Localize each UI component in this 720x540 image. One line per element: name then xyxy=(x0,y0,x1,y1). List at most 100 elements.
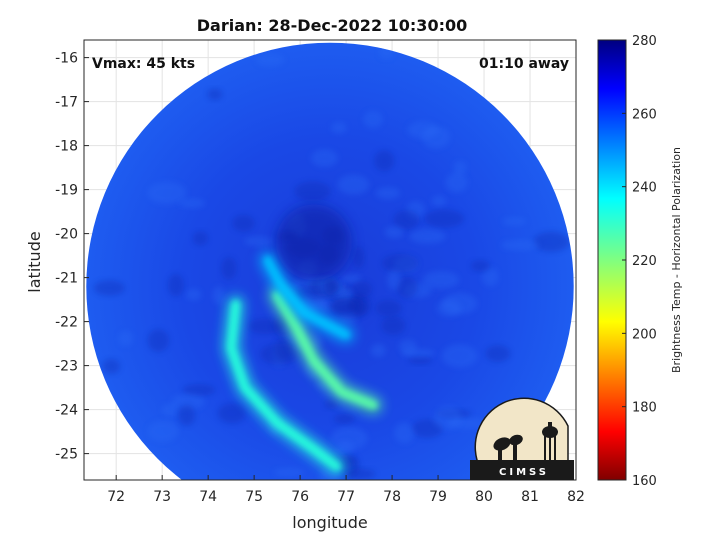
texture-blob xyxy=(384,226,404,239)
texture-blob xyxy=(424,209,465,228)
texture-blob xyxy=(337,174,370,195)
y-axis-ticks: -16 -17 -18 -19 -20 -21 -22 -23 -24 -25 xyxy=(55,51,89,463)
texture-blob xyxy=(436,299,462,317)
x-tick-label: 79 xyxy=(429,489,447,505)
water-tower-icon xyxy=(542,422,558,464)
x-tick-label: 77 xyxy=(337,489,355,505)
y-tick-label: -22 xyxy=(55,315,78,331)
texture-blob xyxy=(453,161,467,175)
chart-title: Darian: 28-Dec-2022 10:30:00 xyxy=(197,16,467,35)
x-axis-ticks: 72 73 74 75 76 77 78 79 80 81 82 xyxy=(107,475,585,505)
texture-blob xyxy=(182,383,216,397)
texture-blob xyxy=(396,276,418,298)
colorbar-scale xyxy=(597,39,627,481)
logo-text: CIMSS xyxy=(499,467,549,478)
texture-blob xyxy=(482,267,499,287)
texture-blob xyxy=(221,257,237,280)
time-away-annotation: 01:10 away xyxy=(479,56,569,72)
colorbar-ticks: 160 180 200 220 240 260 280 xyxy=(622,34,657,489)
x-tick-label: 73 xyxy=(153,489,171,505)
rainband-core xyxy=(264,256,350,339)
storm-center xyxy=(275,204,352,281)
texture-blob xyxy=(324,399,339,410)
texture-blob xyxy=(294,181,331,202)
swath-texture xyxy=(93,43,570,480)
x-tick-label: 74 xyxy=(199,489,217,505)
texture-blob xyxy=(381,253,419,273)
colorbar-tick-label: 200 xyxy=(632,327,657,342)
texture-blob xyxy=(93,280,125,296)
texture-blob xyxy=(192,231,209,246)
texture-blob xyxy=(401,348,435,358)
texture-blob xyxy=(350,281,373,298)
texture-blob xyxy=(375,186,401,200)
texture-blob xyxy=(185,288,202,301)
texture-blob xyxy=(339,274,362,284)
texture-blob xyxy=(370,343,386,358)
texture-blob xyxy=(407,121,439,139)
texture-blob xyxy=(323,277,339,296)
texture-blob xyxy=(393,210,420,230)
texture-blob xyxy=(147,181,187,205)
logo-base xyxy=(470,460,574,480)
y-tick-label: -18 xyxy=(55,139,78,155)
texture-blob xyxy=(147,420,179,443)
texture-blob xyxy=(147,329,169,352)
texture-blob xyxy=(374,150,395,172)
cimss-logo: CIMSS xyxy=(470,397,574,480)
texture-blob xyxy=(394,422,415,444)
texture-blob xyxy=(330,426,368,450)
texture-blob xyxy=(179,198,205,208)
texture-blob xyxy=(244,236,274,246)
x-tick-label: 81 xyxy=(521,489,539,505)
y-tick-label: -25 xyxy=(55,447,78,463)
plot-frame xyxy=(83,39,577,481)
colorbar-tick-label: 240 xyxy=(632,181,657,196)
texture-blob xyxy=(255,53,285,67)
texture-blob xyxy=(422,271,460,289)
y-axis-label: latitude xyxy=(25,231,44,292)
texture-blob xyxy=(441,344,478,368)
texture-blob xyxy=(167,273,184,297)
x-tick-label: 80 xyxy=(475,489,493,505)
colorbar-tick-label: 280 xyxy=(632,34,657,49)
texture-blob xyxy=(330,121,347,134)
x-tick-label: 82 xyxy=(567,489,585,505)
x-tick-label: 75 xyxy=(245,489,263,505)
rainband-core xyxy=(273,291,378,409)
texture-blob xyxy=(259,343,300,365)
rainbands xyxy=(223,252,382,475)
texture-blob xyxy=(433,406,462,430)
texture-blob xyxy=(102,359,120,374)
texture-blob xyxy=(212,286,225,305)
y-tick-label: -23 xyxy=(55,359,78,375)
y-tick-label: -20 xyxy=(55,227,78,243)
colorbar-tick-label: 220 xyxy=(632,254,657,269)
texture-blob xyxy=(178,404,196,426)
texture-blob xyxy=(375,299,402,317)
colorbar-tick-label: 160 xyxy=(632,474,657,489)
texture-blob xyxy=(387,269,401,291)
x-tick-label: 76 xyxy=(291,489,309,505)
texture-blob xyxy=(363,110,383,129)
colorbar: 160 180 200 220 240 260 280 Brightness Temp - … xyxy=(597,34,683,489)
texture-blob xyxy=(445,172,468,193)
satellite-dish-icon xyxy=(493,434,523,462)
x-tick-label: 72 xyxy=(107,489,125,505)
texture-blob xyxy=(381,316,406,335)
texture-blob xyxy=(311,149,338,167)
y-tick-label: -24 xyxy=(55,403,78,419)
texture-blob xyxy=(207,88,223,101)
texture-blob xyxy=(161,403,179,417)
y-tick-label: -21 xyxy=(55,271,78,287)
y-tick-label: -16 xyxy=(55,51,78,67)
texture-blob xyxy=(171,393,205,410)
texture-blob xyxy=(408,356,433,365)
texture-blob xyxy=(273,467,305,477)
texture-blob xyxy=(502,216,527,226)
colorbar-tick-label: 260 xyxy=(632,107,657,122)
texture-blob xyxy=(431,195,447,207)
texture-blob xyxy=(333,413,356,425)
texture-blob xyxy=(232,214,255,232)
